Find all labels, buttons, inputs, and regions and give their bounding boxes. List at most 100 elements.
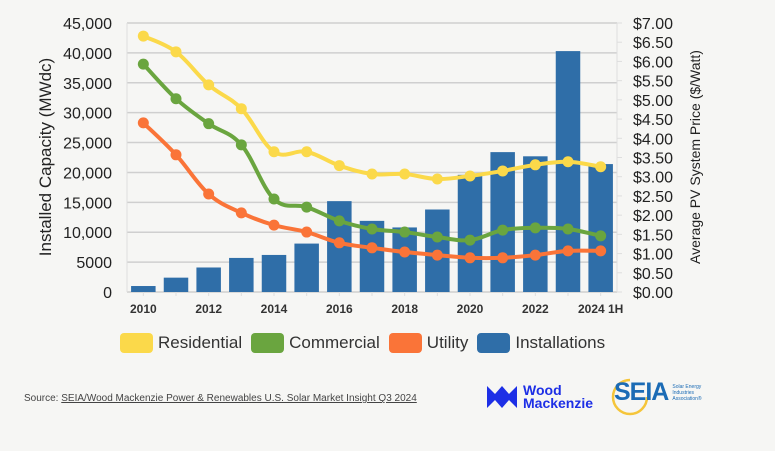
point-utility [464,252,476,264]
y-tick-left: 35,000 [63,76,112,93]
point-residential [431,173,443,185]
y-tick-right: $1.00 [633,247,673,264]
source-link[interactable]: SEIA/Wood Mackenzie Power & Renewables U… [61,393,417,404]
point-commercial [333,215,345,227]
y-tick-right: $7.00 [633,16,673,33]
point-residential [203,79,215,91]
point-commercial [137,58,149,70]
point-residential [595,161,607,173]
source-note: Source: SEIA/Wood Mackenzie Power & Rene… [24,393,417,404]
wood-mackenzie-logo: Wood Mackenzie [487,382,594,411]
legend-label-commercial: Commercial [289,333,380,352]
y-tick-right: $6.50 [633,35,673,52]
seia-sub-2: Industries [672,389,695,396]
legend-item-utility[interactable]: Utility [388,333,469,353]
seia-sub-1: Solar Energy [672,383,702,390]
source-prefix: Source: [24,393,62,404]
legend-swatch-residential [120,333,153,353]
point-residential [235,103,247,115]
legend-label-installations: Installations [515,333,606,352]
point-utility [235,207,247,219]
point-residential [562,156,574,168]
solar-chart: 0 5000 10,000 15,000 20,000 25,000 30,000 35,00… [36,16,703,316]
y-tick-left: 45,000 [63,16,112,33]
bar-installations [457,174,483,292]
seia-sun-icon [611,378,649,416]
bar-installations [261,254,287,292]
x-tick-label: 2012 [195,302,222,316]
legend: Residential Commercial Utility Installat… [120,333,614,353]
point-commercial [235,139,247,151]
x-tick-label: 2024 1H [578,302,623,316]
point-commercial [170,93,182,105]
y-tick-right: $0.00 [633,285,673,302]
point-residential [268,146,280,158]
y-tick-right: $2.00 [633,208,673,225]
point-residential [301,146,313,158]
wood-mackenzie-line2: Mackenzie [523,395,594,411]
y-tick-right: $5.50 [633,74,673,91]
y-tick-right: $6.00 [633,54,673,71]
point-commercial [399,226,411,238]
bar-installations [294,243,319,292]
point-commercial [595,230,607,242]
y-axis-right-label: Average PV System Price ($/Watt) [687,50,703,264]
wood-mackenzie-line1: Wood [523,382,562,398]
x-axis-ticks: 2010 2012 2014 2016 2018 2020 2022 2024 1H [130,292,623,316]
point-commercial [268,193,280,205]
y-tick-left: 5000 [76,255,112,272]
point-residential [529,159,541,171]
legend-swatch-commercial [251,333,285,353]
point-residential [497,165,509,177]
legend-swatch-utility [388,333,422,353]
point-utility [497,252,509,264]
y-tick-left: 10,000 [63,225,112,242]
legend-item-installations[interactable]: Installations [477,333,605,353]
point-utility [529,249,541,261]
price-lines [137,30,607,264]
point-utility [268,219,280,231]
y-axis-right-ticks: $0.00 $0.50 $1.00 $1.50 $2.00 $2.50 $3.00 $3.50… [633,16,673,302]
y-tick-left: 25,000 [63,136,112,153]
point-residential [366,168,378,180]
point-commercial [366,223,378,235]
point-utility [137,117,149,129]
point-commercial [562,223,574,235]
legend-item-residential[interactable]: Residential [120,333,242,353]
y-tick-left: 0 [103,285,112,302]
point-commercial [464,234,476,246]
point-utility [301,226,313,238]
point-commercial [529,222,541,234]
x-tick-label: 2010 [130,302,157,316]
seia-logo: SEIA Solar Energy Industries Association… [611,378,702,416]
bar-installations [588,164,613,292]
point-residential [399,168,411,180]
bar-installations [163,277,189,292]
point-utility [595,245,607,257]
point-utility [203,188,215,200]
bar-installations [229,257,254,292]
point-utility [170,149,182,161]
wood-mackenzie-mark-icon [487,386,517,408]
bar-installations [392,227,417,292]
point-utility [431,249,443,261]
legend-label-utility: Utility [426,333,469,352]
y-tick-right: $4.00 [633,131,673,148]
y-tick-left: 20,000 [63,165,112,182]
x-tick-label: 2022 [522,302,549,316]
y-tick-right: $3.50 [633,151,673,168]
y-tick-left: 15,000 [63,195,112,212]
seia-sub-3: Association® [672,395,702,402]
y-tick-right: $2.50 [633,189,673,206]
point-residential [170,46,182,58]
legend-item-commercial[interactable]: Commercial [251,333,380,353]
y-tick-left: 40,000 [63,46,112,63]
legend-label-residential: Residential [158,333,243,352]
bar-installations [131,286,156,292]
point-utility [366,242,378,254]
x-tick-label: 2020 [457,302,484,316]
y-tick-right: $5.00 [633,93,673,110]
bar-installations [196,267,221,292]
point-residential [333,160,345,172]
y-tick-right: $1.50 [633,227,673,244]
